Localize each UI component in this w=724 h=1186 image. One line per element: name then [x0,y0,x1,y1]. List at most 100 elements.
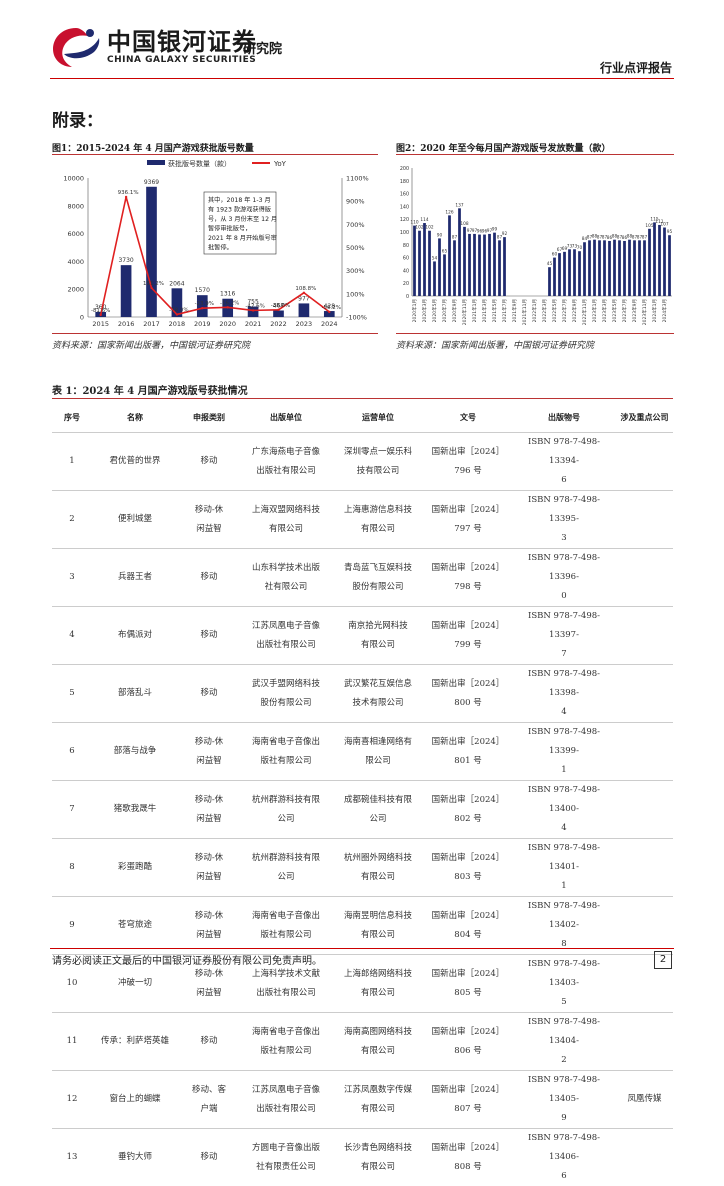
yoy-point [227,306,229,308]
cell-operator: 青岛蓝飞互娱科技 股份有限公司 [332,549,424,607]
yoy-point [176,313,178,315]
bar-monthly [633,240,636,296]
bar-value-label: 87 [452,234,458,240]
cell-approval-no: 国新出审［2024］ 803 号 [424,839,512,897]
yoy-point [201,307,203,309]
bar-monthly [428,231,431,296]
bar-monthly [483,235,486,296]
cell-category: 移动-休 闲益智 [178,723,240,781]
cell-operator: 武汉繁花互娱信息 技术有限公司 [332,665,424,723]
x-tick-label: 2021年11月 [521,299,528,325]
yoy-value-label: -78.0% [169,307,188,313]
cell-operator: 成都碗佳科技有限 公司 [332,781,424,839]
cell-index: 5 [52,665,92,723]
cell-name: 兵器王者 [92,549,178,607]
y-tick-right: -100% [346,314,367,322]
cell-name: 垂钓大师 [92,1129,178,1186]
bar-monthly [418,231,421,296]
x-tick-label: 2020年11月 [461,299,468,325]
bar-value-label: 105 [645,223,653,229]
figure1-caption: 图1：2015-2024 年 4 月国产游戏获批版号数量 [52,141,254,154]
bar-value-label: 99 [492,227,498,233]
cell-operator: 海南喜相逢网络有 限公司 [332,723,424,781]
bar-monthly [548,267,551,296]
bar-value-label: 110 [410,220,418,226]
bar-monthly [448,215,451,296]
cell-isbn: ISBN 978-7-498-13401- 1 [512,839,616,897]
bar-monthly [553,258,556,296]
annotation-text: 号，从 3 月份末至 12 月 [208,215,277,223]
cell-operator: 上海惠游信息科技 有限公司 [332,491,424,549]
header-divider [50,78,674,79]
yoy-point [150,287,152,289]
yoy-value-label: 151.2% [143,281,164,287]
cell-operator: 海南昱明信息科技 有限公司 [332,897,424,955]
cell-isbn: ISBN 978-7-498-13398- 4 [512,665,616,723]
cell-key-company [616,781,673,839]
cell-category: 移动 [178,433,240,491]
bar-monthly [663,228,666,296]
figure1-chart: 获批版号数量（款）YoY0200040006000800010000-100%1… [52,156,382,332]
cell-key-company [616,1129,673,1186]
x-tick-label: 2020 [219,320,236,328]
cell-name: 部落乱斗 [92,665,178,723]
yoy-value-label: -38.0% [271,303,290,309]
bar-value-label: 102 [425,225,433,231]
bar-monthly [623,241,626,296]
yoy-point [277,309,279,311]
x-tick-label: 2020年5月 [431,299,438,322]
cell-isbn: ISBN 978-7-498-13394- 6 [512,433,616,491]
yoy-value-label: -56.2% [322,305,341,311]
x-tick-label: 2021 [245,320,262,328]
cell-key-company [616,607,673,665]
x-tick-label: 2020年1月 [411,299,418,322]
bar-monthly [558,253,561,296]
cell-name: 布偶派对 [92,607,178,665]
bar-monthly [493,233,496,296]
cell-isbn: ISBN 978-7-498-13403- 5 [512,955,616,1013]
bar-monthly [588,240,591,296]
cell-publisher: 山东科学技术出版 社有限公司 [240,549,332,607]
col-header-key-company: 涉及重点公司 [616,403,673,433]
bar-monthly [583,242,586,296]
cell-category: 移动-休 闲益智 [178,839,240,897]
cell-category: 移动 [178,1013,240,1071]
y-tick-left: 0 [80,314,84,322]
cell-index: 11 [52,1013,92,1071]
annotation-text: 其中，2018 年 1-3 月 [208,196,271,204]
cell-key-company [616,549,673,607]
cell-index: 2 [52,491,92,549]
x-tick-label: 2017 [143,320,160,328]
y-tick-right: 1100% [346,175,369,183]
y-tick-right: 900% [346,198,365,206]
x-tick-label: 2020年3月 [421,299,428,322]
bar-monthly [628,240,631,296]
y-tick: 60 [403,256,409,262]
figure2-source: 资料来源：国家新闻出版署，中国银河证券研究院 [396,338,594,351]
figure2-caption-rule [396,154,674,155]
bar-approvals [273,310,284,317]
cell-index: 13 [52,1129,92,1186]
bar-value-label: 70 [577,245,583,251]
x-tick-label: 2024年3月 [661,299,668,322]
bar-monthly [598,240,601,296]
bar-monthly [433,261,436,296]
bar-approvals [121,265,132,317]
bar-value-label: 126 [445,209,453,215]
y-tick: 80 [403,243,409,249]
cell-name: 传承：利萨塔英雄 [92,1013,178,1071]
yoy-value-label: -42.6% [245,303,264,309]
y-tick-right: 300% [346,267,365,275]
x-tick-label: 2024 [321,320,338,328]
bar-monthly [608,241,611,296]
yoy-point [328,311,330,313]
x-tick-label: 2022年11月 [581,299,588,325]
cell-index: 4 [52,607,92,665]
y-tick: 20 [403,281,409,287]
figure1-caption-rule [52,154,378,155]
